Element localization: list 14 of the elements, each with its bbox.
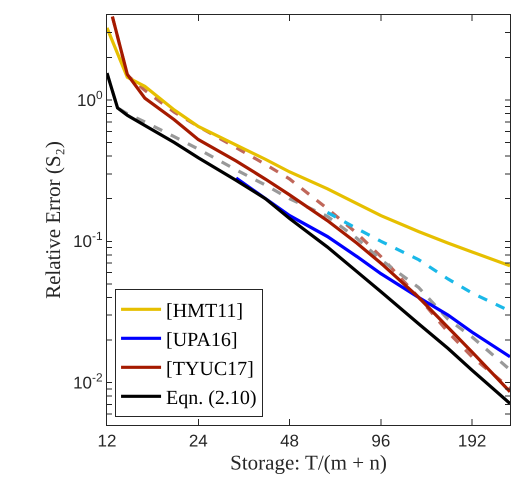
- x-axis-title: Storage: T/(m + n): [230, 450, 387, 474]
- legend-label: Eqn. (2.10): [166, 387, 257, 410]
- legend-label: [TYUC17]: [166, 358, 254, 380]
- x-tick-label: 12: [98, 431, 116, 450]
- legend-label: [UPA16]: [166, 329, 238, 352]
- y-axis-title: Relative Error (S₂): [41, 141, 66, 299]
- x-tick-label: 96: [371, 431, 390, 450]
- y-tick-label: 10$^{-1}$: [73, 229, 103, 252]
- y-tick-label: 10$^{0}$: [77, 88, 103, 110]
- y-tick-label: 10$^{-2}$: [73, 370, 103, 392]
- x-tick-label: 48: [280, 431, 300, 450]
- x-tick-label: 24: [188, 431, 208, 450]
- legend-label: [HMT11]: [166, 300, 244, 322]
- x-tick-label: 192: [458, 431, 486, 450]
